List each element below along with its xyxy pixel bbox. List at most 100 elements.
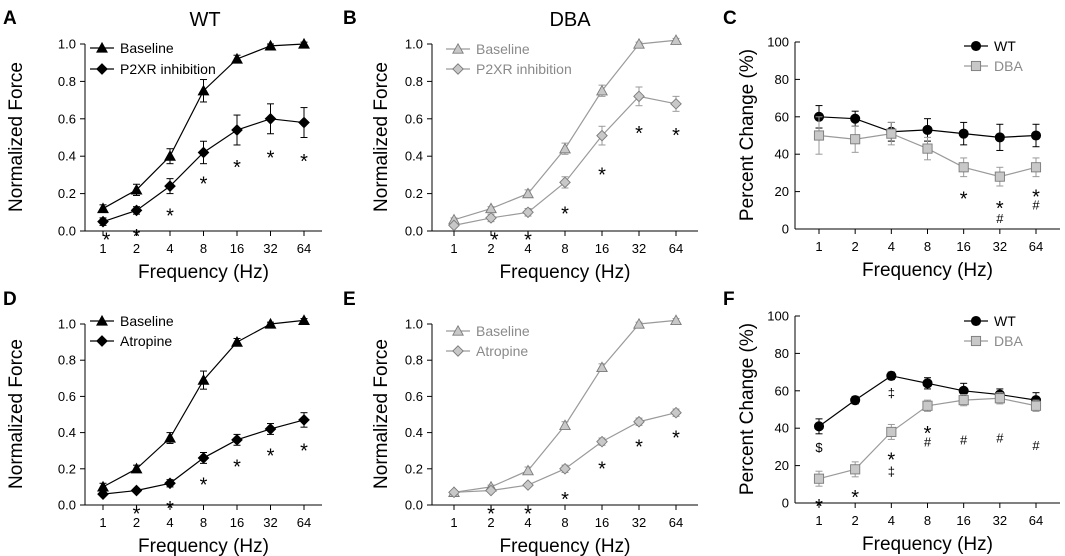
panel-a-p2xr-inhibition-point	[298, 116, 310, 129]
panel-a-y-tick-label: 0.0	[58, 224, 76, 239]
panel-e-legend-label: Baseline	[476, 323, 530, 339]
panel-e-y-tick-label: 0.8	[405, 353, 423, 368]
panel-b-x-tick-label: 16	[595, 241, 609, 256]
panel-e-atropine-point	[596, 435, 608, 448]
panel-d-baseline-point	[164, 431, 176, 443]
panel-b-legend-label: P2XR inhibition	[476, 61, 572, 77]
panel-d-series-atropine	[97, 412, 310, 500]
panel-d-x-tick-label: 16	[230, 515, 244, 530]
panel-a-y-tick-label: 1.0	[58, 37, 76, 52]
panel-b: 0.0 0.2 0.4 0.6 0.8 1.0 1 2 4 8 16 32 64 Frequency (H…	[371, 34, 698, 283]
panel-d-x-tick-label: 4	[166, 515, 173, 530]
panel-d-legend-label: Baseline	[120, 313, 174, 329]
panel-b-x-axis-label: Frequency (Hz)	[500, 262, 631, 283]
panel-d-x-tick-label: 32	[263, 515, 277, 530]
panel-c-annotation: *	[996, 198, 1004, 220]
panel-b-x-tick-label: 32	[632, 241, 646, 256]
panel-c-x-tick-label: 4	[888, 239, 895, 254]
panel-f-annotation: ‡	[888, 386, 895, 401]
panel-f-y-tick-label: 0	[782, 496, 789, 511]
panel-f-dba-point	[1030, 400, 1042, 411]
panel-a-baseline-point	[197, 84, 210, 96]
panel-e-atropine-point	[522, 479, 534, 491]
panel-f-annotation: $	[815, 440, 823, 455]
panel-f-annotation: *	[815, 496, 823, 518]
panel-d-atropine-point	[197, 452, 210, 464]
panel-d-atropine-point	[298, 414, 310, 426]
panel-a-p2xr-inhibition-point	[97, 215, 109, 228]
panel-f-wt-point	[886, 370, 897, 381]
panel-b-y-tick-label: 0.4	[405, 149, 423, 164]
panel-b-y-tick-label: 0.0	[405, 224, 423, 239]
panel-e-atropine-point	[559, 462, 571, 475]
panel-a-legend-label: P2XR inhibition	[120, 61, 216, 77]
panel-a-annotation: *	[267, 147, 275, 169]
panel-b-p2xr-inhibition-point	[485, 212, 497, 224]
panel-c-dba-point	[850, 134, 861, 145]
panel-c-y-tick-label: 80	[775, 72, 789, 87]
panel-f-y-tick-label: 60	[775, 383, 789, 398]
panel-b-legend-marker	[452, 63, 464, 75]
panel-d-baseline-point	[264, 317, 277, 329]
panel-d-y-tick-label: 1.0	[58, 317, 76, 332]
panel-c-x-tick-label: 1	[815, 239, 822, 254]
panel-d-annotation: *	[267, 446, 275, 468]
panel-a-x-tick-label: 64	[297, 241, 311, 256]
panel-b-annotation: *	[672, 125, 680, 147]
panel-c: 0 20 40 60 80 100 1 2 4 8 16 32 64 Frequency (Hz) Perc…	[737, 35, 1060, 281]
panel-e-y-tick-label: 0.4	[405, 425, 423, 440]
panel-b-annotation: *	[635, 123, 643, 145]
panel-d-y-tick-label: 0.6	[58, 389, 76, 404]
panel-c-y-tick-label: 20	[775, 184, 789, 199]
panel-f-x-tick-label: 2	[852, 513, 859, 528]
panel-f-annotation: #	[1032, 438, 1040, 453]
panel-c-wt-point	[994, 132, 1005, 143]
panel-a-baseline-point	[231, 52, 243, 64]
panel-b-title: DBA	[549, 9, 591, 31]
panel-a-annotation: *	[300, 151, 308, 173]
panel-e-annotation: *	[598, 458, 606, 480]
panel-d-baseline-point	[231, 335, 243, 347]
panel-a-x-tick-label: 8	[200, 241, 207, 256]
panel-a-annotation: *	[102, 230, 110, 252]
panel-e-x-tick-label: 16	[595, 515, 609, 530]
panel-c-annotation: #	[996, 211, 1004, 226]
panel-c-dba-point	[958, 162, 969, 173]
panel-b-baseline-point	[670, 34, 682, 45]
panel-b-p2xr-inhibition-point	[596, 129, 608, 142]
panel-d-atropine-point	[130, 484, 143, 497]
panel-b-x-tick-label: 1	[450, 241, 457, 256]
panel-f-dba-point	[922, 400, 933, 411]
panel-f-wt-point	[958, 385, 969, 396]
panel-c-annotation: *	[1032, 187, 1040, 209]
panel-c-dba-point	[994, 171, 1005, 182]
panel-e-annotation: *	[635, 437, 643, 459]
panel-a-legend-marker	[96, 63, 108, 75]
panel-b-y-axis-label: Normalized Force	[371, 62, 392, 212]
panel-c-y-tick-label: 100	[767, 35, 789, 50]
panel-f-annotation: #	[924, 434, 932, 449]
panel-f-annotation: *	[887, 449, 895, 471]
panel-f-dba-point	[813, 473, 825, 484]
panel-d-legend-label: Atropine	[120, 333, 172, 349]
panel-b-legend-label: Baseline	[476, 41, 530, 57]
panel-f-dba-point	[850, 464, 861, 475]
panel-f-dba-point	[958, 395, 969, 406]
panel-e-y-tick-label: 0.6	[405, 389, 423, 404]
panel-f-legend-marker	[970, 315, 982, 327]
panel-a-title: WT	[189, 9, 220, 31]
panel-c-legend-label: DBA	[994, 58, 1023, 74]
panel-e-y-tick-label: 0.0	[405, 498, 423, 513]
panel-e: 0.0 0.2 0.4 0.6 0.8 1.0 1 2 4 8 16 32 64 Frequency (H…	[371, 314, 698, 556]
panel-d-atropine-point	[264, 423, 277, 435]
panel-f-y-tick-label: 100	[767, 309, 789, 324]
panel-d-x-tick-label: 8	[200, 515, 207, 530]
panel-e-baseline-point	[670, 314, 682, 325]
panel-d-atropine-point	[231, 434, 243, 446]
panel-b-legend-marker	[452, 42, 464, 54]
panel-e-baseline-point	[559, 419, 571, 430]
panel-c-wt-point	[958, 128, 969, 139]
panel-f-dba-point	[886, 426, 897, 437]
panel-d-x-tick-label: 1	[99, 515, 106, 530]
